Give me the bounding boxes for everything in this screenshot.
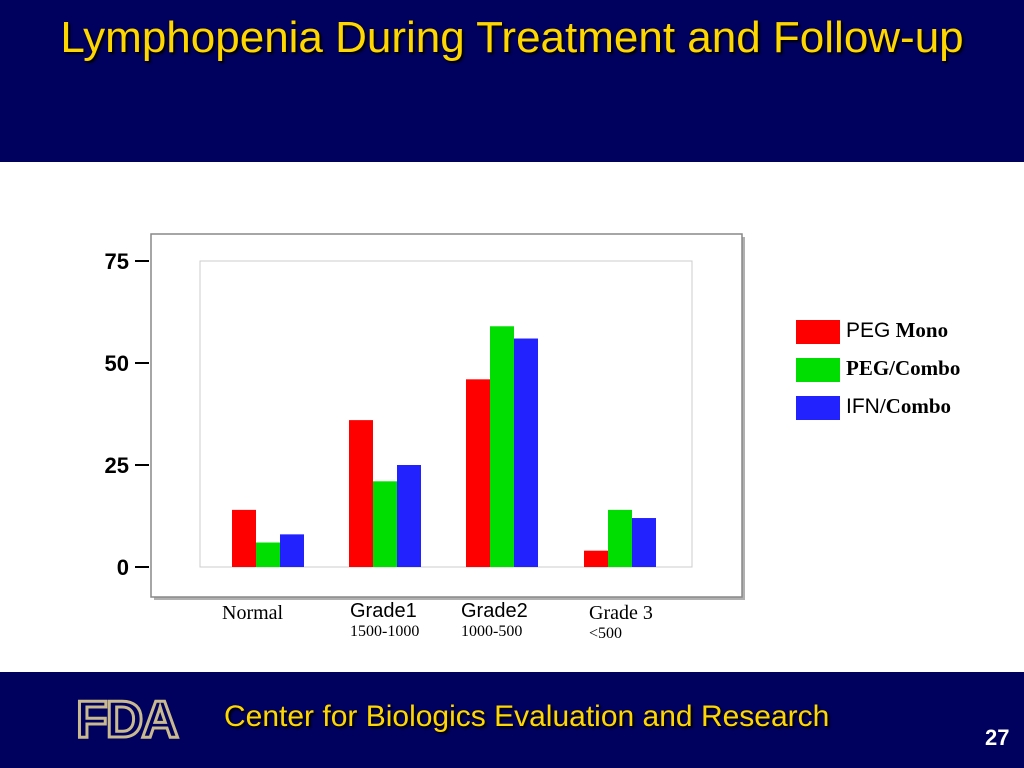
category-label-grade2-text: Grade2 xyxy=(461,600,528,622)
category-label-grade1-range: 1500-1000 xyxy=(350,623,420,640)
y-tick-label-75: 75 xyxy=(105,249,129,274)
y-tick-label-25: 25 xyxy=(105,453,129,478)
category-label-grade3-range: <500 xyxy=(589,625,623,642)
bar-peg-combo-0 xyxy=(256,542,280,567)
legend-label-peg-combo: PEG/Combo xyxy=(846,356,960,381)
bar-peg-mono-2 xyxy=(466,379,490,567)
slide-title: Lymphopenia During Treatment and Follow-… xyxy=(60,13,964,62)
legend-text-ifn: IFN xyxy=(846,395,880,418)
legend-swatch-peg-combo xyxy=(796,358,840,382)
bar-peg-mono-1 xyxy=(349,420,373,567)
y-axis: 0 25 50 75 xyxy=(105,249,149,580)
legend-item-ifn-combo: IFN/Combo xyxy=(796,394,1016,432)
bar-ifn-combo-1 xyxy=(397,465,421,567)
bars xyxy=(232,326,656,567)
y-tick-label-50: 50 xyxy=(105,351,129,376)
fda-logo: FDA xyxy=(75,690,182,746)
legend-text-combo: /Combo xyxy=(879,394,952,418)
category-label-grade2-range: 1000-500 xyxy=(461,623,523,640)
bar-peg-combo-3 xyxy=(608,509,632,567)
category-label-normal: Normal xyxy=(222,602,283,625)
fda-logo-text: FDA xyxy=(76,691,178,745)
chart-legend: PEG Mono PEG/Combo IFN/Combo xyxy=(796,318,1016,432)
legend-text-peg-combo: PEG/Combo xyxy=(846,356,961,380)
category-label-grade1: Grade1 1500-1000 xyxy=(350,600,419,641)
legend-swatch-peg-mono xyxy=(796,320,840,344)
bar-ifn-combo-0 xyxy=(280,534,304,567)
slide-content: 0 25 50 75 PEG Mono PEG/Combo IFN/Combo Nor… xyxy=(0,162,1024,672)
category-label-grade3: Grade 3 <500 xyxy=(589,602,653,643)
legend-text-mono: Mono xyxy=(890,318,949,342)
category-label-normal-text: Normal xyxy=(222,602,284,624)
slide-footer: FDA Center for Biologics Evaluation and … xyxy=(0,672,1024,768)
bar-peg-mono-0 xyxy=(232,509,256,567)
bar-ifn-combo-2 xyxy=(514,338,538,567)
category-label-grade1-text: Grade1 xyxy=(350,600,417,622)
legend-text-peg: PEG xyxy=(846,319,891,342)
legend-item-peg-combo: PEG/Combo xyxy=(796,356,1016,394)
y-tick-label-0: 0 xyxy=(117,555,129,580)
legend-swatch-ifn-combo xyxy=(796,396,840,420)
bar-peg-mono-3 xyxy=(584,550,608,567)
bar-ifn-combo-3 xyxy=(632,518,656,567)
category-label-grade3-text: Grade 3 xyxy=(589,602,653,624)
bar-chart: 0 25 50 75 xyxy=(105,233,745,600)
page-number: 27 xyxy=(985,725,1010,750)
slide-header: Lymphopenia During Treatment and Follow-… xyxy=(0,0,1024,162)
bar-peg-combo-1 xyxy=(373,481,397,567)
legend-item-peg-mono: PEG Mono xyxy=(796,318,1016,356)
bar-peg-combo-2 xyxy=(490,326,514,567)
legend-label-ifn-combo: IFN/Combo xyxy=(846,394,951,419)
footer-text: Center for Biologics Evaluation and Rese… xyxy=(224,700,830,733)
legend-label-peg-mono: PEG Mono xyxy=(846,318,948,343)
category-label-grade2: Grade2 1000-500 xyxy=(461,600,528,641)
